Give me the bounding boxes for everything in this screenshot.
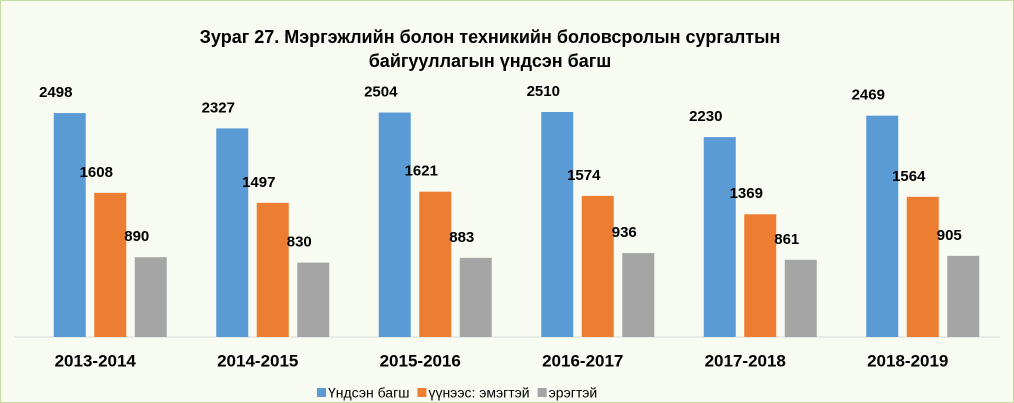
data-label: 2327	[202, 99, 235, 116]
x-tick-label: 2015-2016	[380, 351, 461, 370]
legend-swatch	[317, 388, 326, 397]
bar	[784, 259, 817, 337]
legend-label: Үндсэн багш	[328, 385, 409, 401]
data-label: 1564	[892, 168, 926, 185]
x-tick-label: 2013-2014	[55, 351, 137, 370]
legend-swatch	[417, 388, 427, 397]
bar	[906, 196, 939, 337]
data-label: 2504	[364, 84, 398, 101]
bar	[216, 128, 249, 337]
bar	[256, 202, 289, 337]
bar	[622, 253, 655, 337]
data-label: 1621	[405, 163, 438, 180]
data-label: 2498	[39, 84, 72, 101]
data-label: 883	[449, 229, 474, 246]
data-label: 1608	[80, 164, 113, 181]
bar	[94, 192, 127, 337]
legend-label: эрэгтэй	[549, 385, 598, 401]
bar	[459, 257, 492, 337]
x-tick-label: 2018-2019	[867, 351, 948, 370]
data-label: 1369	[730, 185, 763, 202]
x-tick-label: 2016-2017	[542, 351, 623, 370]
data-label: 2469	[852, 87, 885, 104]
data-label: 1574	[567, 167, 601, 184]
data-label: 2510	[527, 83, 560, 100]
legend-label: үүнээс: эмэгтэй	[428, 385, 529, 401]
bar	[378, 112, 411, 338]
data-label: 905	[937, 227, 962, 244]
data-label: 861	[774, 231, 799, 248]
bar	[297, 262, 330, 337]
bar	[53, 113, 86, 337]
bar	[744, 214, 777, 337]
bar	[581, 195, 614, 337]
data-label: 936	[612, 224, 637, 241]
bar	[541, 112, 574, 337]
bar	[947, 255, 980, 337]
data-label: 2230	[689, 108, 722, 125]
bar	[866, 115, 899, 338]
bar	[703, 137, 736, 337]
data-label: 830	[287, 234, 312, 251]
bar	[419, 191, 452, 337]
x-tick-label: 2017-2018	[705, 351, 786, 370]
chart-title: Зураг 27. Мэргэжлийн болон техникийн бол…	[200, 27, 781, 47]
x-tick-label: 2014-2015	[217, 351, 298, 370]
data-label: 890	[124, 228, 149, 245]
bar	[134, 257, 167, 337]
legend-swatch	[537, 388, 547, 397]
data-label: 1497	[242, 174, 275, 191]
chart-title: байгууллагын үндсэн багш	[369, 51, 612, 71]
